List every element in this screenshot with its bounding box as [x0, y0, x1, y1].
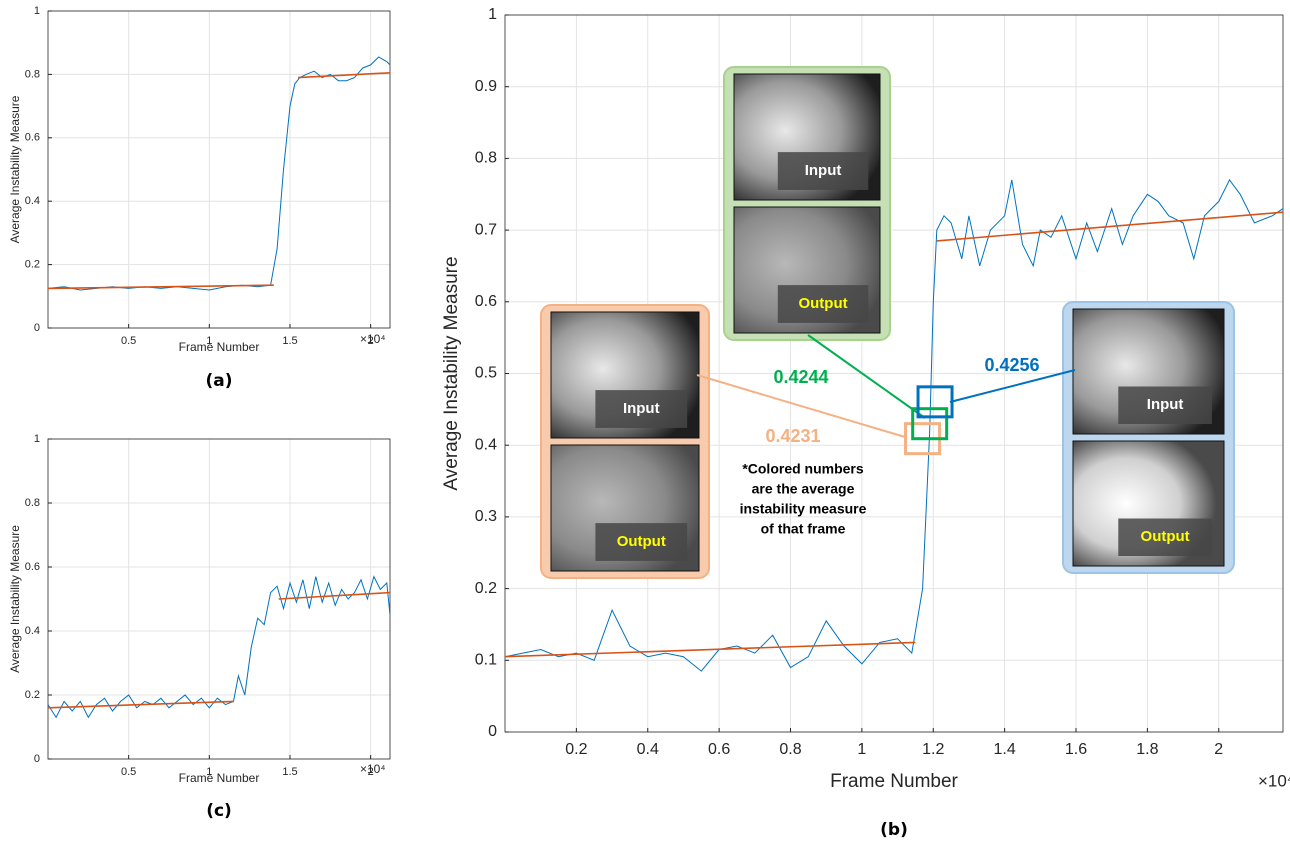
x-tick-label: 0.2 — [565, 741, 587, 758]
x-tick-label: 0.4 — [637, 741, 659, 758]
x-tick-label: 1.5 — [282, 766, 297, 778]
series-line — [47, 284, 274, 290]
x-tick-label: 0.6 — [708, 741, 730, 758]
series-line — [47, 575, 391, 719]
x-multiplier: ×10⁴ — [360, 762, 386, 776]
plot-area — [48, 439, 390, 759]
frame-marker — [911, 407, 949, 441]
series-line — [278, 591, 391, 600]
plot-area — [48, 11, 390, 328]
y-tick-label: 1 — [34, 433, 40, 445]
y-tick-label: 0.6 — [25, 132, 40, 144]
frame-marker — [916, 385, 954, 419]
y-tick-label: 0 — [34, 753, 40, 765]
annotation-value: 0.4231 — [765, 426, 820, 446]
image-label: Output — [798, 295, 847, 312]
y-tick-label: 0.6 — [25, 561, 40, 573]
y-tick-label: 0.4 — [25, 195, 40, 207]
y-axis-label: Average Instability Measure — [8, 525, 22, 673]
note-line: instability measure — [740, 501, 867, 517]
image-label: Output — [617, 533, 666, 550]
series-line — [47, 56, 391, 291]
image-label: Input — [805, 162, 842, 179]
caption: (a) — [205, 371, 232, 391]
series-line — [297, 72, 391, 79]
x-axis-label: Frame Number — [179, 340, 260, 354]
x-tick-label: 0.5 — [121, 766, 136, 778]
y-tick-label: 1 — [34, 5, 40, 17]
y-tick-label: 0.8 — [25, 497, 40, 509]
y-tick-label: 0.7 — [475, 221, 497, 238]
annotation-value: 0.4256 — [984, 355, 1039, 375]
image-label: Output — [1141, 528, 1190, 545]
image-label: Input — [623, 400, 660, 417]
series-line — [47, 700, 234, 709]
y-tick-label: 0 — [488, 723, 497, 740]
x-tick-label: 1.6 — [1065, 741, 1087, 758]
connector — [696, 374, 906, 438]
axes-box — [47, 10, 391, 329]
y-tick-label: 0.4 — [475, 436, 497, 453]
x-tick-label: 0.5 — [121, 335, 136, 347]
connector — [807, 334, 926, 419]
image-label-box — [777, 152, 869, 190]
y-tick-label: 0.2 — [25, 689, 40, 701]
x-tick-label: 1.5 — [282, 335, 297, 347]
image-label: Input — [1147, 396, 1184, 413]
x-tick-label: 1.8 — [1136, 741, 1158, 758]
x-tick-label: 0.8 — [779, 741, 801, 758]
y-axis-label: Average Instability Measure — [441, 256, 462, 490]
image-label-box — [777, 285, 869, 323]
y-tick-label: 0.6 — [475, 293, 497, 310]
x-axis-label: Frame Number — [830, 771, 958, 792]
note-line: *Colored numbers — [742, 461, 864, 477]
x-tick-label: 2 — [368, 335, 374, 347]
image-label-box — [1118, 518, 1212, 556]
y-tick-label: 1 — [488, 6, 497, 23]
y-tick-label: 0.9 — [475, 78, 497, 95]
axes-box — [47, 438, 391, 760]
axes-box — [504, 14, 1284, 733]
y-tick-label: 0.2 — [475, 580, 497, 597]
y-tick-label: 0.3 — [475, 508, 497, 525]
series-line — [504, 178, 1284, 672]
x-tick-label: 1 — [206, 335, 212, 347]
image-label-box — [595, 523, 688, 561]
series-line — [504, 641, 916, 658]
series-line — [936, 211, 1284, 242]
x-multiplier: ×10⁴ — [1258, 771, 1290, 790]
image-label-box — [595, 390, 688, 428]
x-tick-label: 1 — [206, 766, 212, 778]
connector — [949, 369, 1076, 403]
x-tick-label: 1.4 — [994, 741, 1016, 758]
caption: (c) — [206, 801, 232, 821]
y-tick-label: 0.8 — [25, 68, 40, 80]
y-tick-label: 0 — [34, 322, 40, 334]
y-tick-label: 0.4 — [25, 625, 40, 637]
annotation-value: 0.4244 — [773, 367, 828, 387]
x-tick-label: 2 — [1214, 741, 1223, 758]
y-tick-label: 0.1 — [475, 652, 497, 669]
caption: (b) — [880, 820, 908, 840]
note-line: are the average — [752, 481, 855, 497]
y-tick-label: 0.2 — [25, 259, 40, 271]
x-axis-label: Frame Number — [179, 771, 260, 785]
y-axis-label: Average Instability Measure — [8, 95, 22, 243]
y-tick-label: 0.5 — [475, 365, 497, 382]
x-multiplier: ×10⁴ — [360, 332, 386, 346]
note-line: of that frame — [761, 521, 846, 537]
x-tick-label: 1.2 — [922, 741, 944, 758]
x-tick-label: 2 — [368, 766, 374, 778]
x-tick-label: 1 — [857, 741, 866, 758]
image-label-box — [1118, 386, 1212, 424]
y-tick-label: 0.8 — [475, 150, 497, 167]
